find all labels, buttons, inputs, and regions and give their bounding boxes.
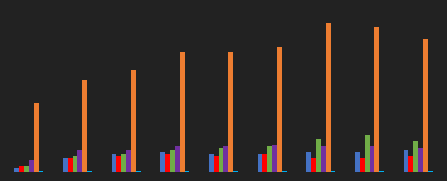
Bar [14, 168, 19, 172]
Bar [68, 158, 72, 172]
Bar [24, 166, 29, 172]
Bar [116, 156, 121, 172]
Bar [233, 171, 238, 172]
Bar [262, 154, 267, 172]
Bar [413, 141, 418, 172]
Bar [272, 144, 277, 172]
Bar [170, 150, 175, 172]
Bar [131, 70, 136, 172]
Bar [224, 146, 228, 172]
Bar [277, 47, 282, 172]
Bar [38, 171, 43, 172]
Bar [121, 154, 126, 172]
Bar [165, 154, 170, 172]
Bar [409, 156, 413, 172]
Bar [311, 158, 316, 172]
Bar [267, 146, 272, 172]
Bar [228, 52, 233, 172]
Bar [185, 171, 190, 172]
Bar [326, 23, 331, 172]
Bar [63, 158, 68, 172]
Bar [370, 146, 375, 172]
Bar [72, 156, 77, 172]
Bar [423, 39, 428, 172]
Bar [316, 139, 321, 172]
Bar [77, 150, 82, 172]
Bar [34, 103, 38, 172]
Bar [112, 154, 116, 172]
Bar [365, 135, 370, 172]
Bar [404, 150, 409, 172]
Bar [331, 171, 335, 172]
Bar [375, 27, 379, 172]
Bar [219, 148, 224, 172]
Bar [160, 152, 165, 172]
Bar [360, 158, 365, 172]
Bar [87, 171, 92, 172]
Bar [418, 148, 423, 172]
Bar [19, 166, 24, 172]
Bar [29, 160, 34, 172]
Bar [180, 52, 185, 172]
Bar [379, 171, 384, 172]
Bar [214, 156, 219, 172]
Bar [321, 146, 326, 172]
Bar [175, 146, 180, 172]
Bar [282, 171, 287, 172]
Bar [209, 154, 214, 172]
Bar [306, 152, 311, 172]
Bar [136, 171, 141, 172]
Bar [126, 150, 131, 172]
Bar [257, 154, 262, 172]
Bar [355, 152, 360, 172]
Bar [82, 80, 87, 172]
Bar [428, 171, 433, 172]
